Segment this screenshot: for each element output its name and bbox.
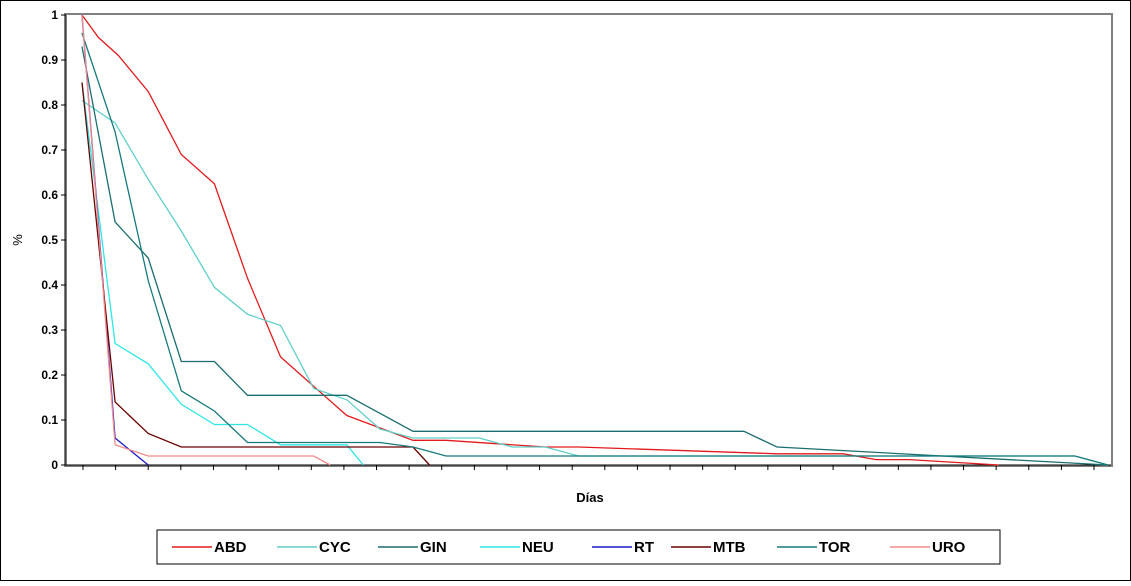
y-tick-label: 0.4 [41, 278, 58, 292]
y-axis-label: % [10, 234, 25, 246]
legend-label-gin: GIN [420, 539, 447, 556]
series-line-abd [81, 14, 999, 466]
legend-label-uro: URO [932, 539, 966, 556]
y-tick-label: 0.3 [41, 323, 58, 337]
y-tick-label: 0.9 [41, 53, 58, 67]
legend-label-neu: NEU [522, 539, 554, 556]
x-axis-label: Días [576, 490, 603, 505]
series-line-gin [81, 46, 1109, 466]
y-tick-label: 0 [51, 458, 58, 472]
y-tick-label: 0.2 [41, 368, 58, 382]
y-tick-label: 0.5 [41, 233, 58, 247]
legend-label-cyc: CYC [319, 539, 351, 556]
legend-label-mtb: MTB [713, 539, 746, 556]
series-line-neu [81, 82, 364, 466]
legend: ABD CYC GIN NEU RT MTB TOR URO [172, 539, 966, 556]
y-tick-label: 1 [51, 8, 58, 22]
y-axis: 0 0.1 0.2 0.3 0.4 0.5 0.6 0.7 0.8 0.9 1 [41, 8, 67, 472]
series-line-uro [81, 14, 331, 466]
legend-label-abd: ABD [214, 539, 247, 556]
plot-border [64, 13, 1113, 467]
series-line-mtb [81, 82, 430, 466]
y-tick-label: 0.8 [41, 98, 58, 112]
series-line-tor [81, 32, 1109, 466]
y-tick-label: 0.7 [41, 143, 58, 157]
series-layer [81, 14, 1109, 466]
series-line-cyc [81, 99, 1109, 466]
legend-label-tor: TOR [819, 539, 851, 556]
y-tick-label: 0.6 [41, 188, 58, 202]
x-axis [66, 464, 1111, 470]
y-tick-label: 0.1 [41, 413, 58, 427]
legend-label-rt: RT [634, 539, 654, 556]
